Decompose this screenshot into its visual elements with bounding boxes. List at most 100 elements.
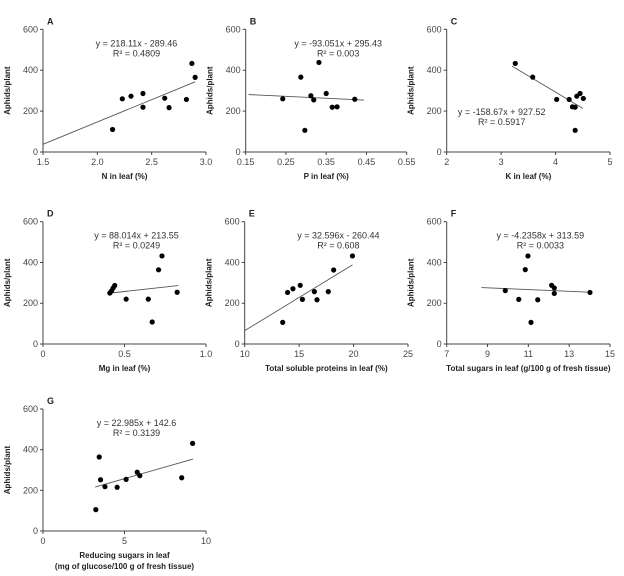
panel-g: 0 200 400 600 0 5 10 G Aphids/plant Reducing suga… xyxy=(3,396,211,571)
data-point xyxy=(572,127,578,133)
data-point xyxy=(323,90,329,97)
y-tick-label: 200 xyxy=(23,485,38,495)
data-point xyxy=(159,253,165,259)
panel-letter: G xyxy=(47,396,54,406)
y-tick-label: 400 xyxy=(226,65,241,75)
y-tick-label: 400 xyxy=(427,65,442,75)
trend-line xyxy=(42,81,196,145)
y-axis-label: Aphids/plant xyxy=(3,258,12,307)
data-point xyxy=(299,296,305,302)
data-point xyxy=(512,60,518,67)
y-tick-label: 200 xyxy=(226,106,241,116)
data-point xyxy=(137,473,143,479)
y-tick-label: 0 xyxy=(33,147,38,157)
x-tick-label: 15 xyxy=(294,349,304,359)
data-point xyxy=(302,127,308,133)
x-tick-label: 15 xyxy=(605,349,615,359)
panel-letter: A xyxy=(47,16,54,26)
data-point xyxy=(297,282,303,288)
panel-letter: C xyxy=(451,16,458,26)
r-squared: R² = 0.608 xyxy=(317,241,359,251)
data-point xyxy=(174,289,180,295)
data-point xyxy=(93,507,99,513)
regression-equation: y = 32.596x - 260.44 xyxy=(297,231,379,241)
y-tick-label: 200 xyxy=(225,298,240,308)
y-axis-label: Aphids/plant xyxy=(407,258,416,307)
x-axis-label: Mg in leaf (%) xyxy=(99,364,151,373)
x-axis-label: P in leaf (%) xyxy=(304,172,350,181)
data-point xyxy=(516,296,522,302)
data-point xyxy=(128,93,134,99)
regression-equation: y = 22.985x + 142.6 xyxy=(97,418,177,428)
x-tick-label: 0.15 xyxy=(237,157,255,167)
r-squared: R² = 0.3139 xyxy=(113,428,160,438)
data-point xyxy=(280,96,286,102)
regression-equation: y = -4.2358x + 313.59 xyxy=(497,231,585,241)
data-point xyxy=(140,90,146,97)
data-point xyxy=(166,105,172,111)
data-point xyxy=(179,475,185,481)
data-point xyxy=(331,267,337,273)
data-point xyxy=(587,289,593,296)
data-point xyxy=(572,104,578,110)
y-axis-label: Aphids/plant xyxy=(3,445,12,494)
x-tick-label: 7 xyxy=(444,349,449,359)
y-axis-label: Aphids/plant xyxy=(205,258,214,307)
data-point xyxy=(577,90,583,97)
panel-d: 0 200 400 600 0 0.5 1.0 D Aphids/plant Mg in leaf… xyxy=(3,209,212,373)
x-tick-label: 2.0 xyxy=(91,157,104,167)
data-point xyxy=(102,484,108,490)
y-tick-label: 200 xyxy=(23,298,38,308)
x-tick-label: 5 xyxy=(607,157,612,167)
data-point xyxy=(112,282,118,289)
y-tick-label: 0 xyxy=(33,339,38,349)
y-tick-label: 600 xyxy=(226,24,241,34)
x-tick-label: 13 xyxy=(564,349,574,359)
data-point xyxy=(190,440,196,446)
x-tick-label: 10 xyxy=(240,349,250,359)
x-tick-label: 3 xyxy=(499,157,504,167)
r-squared: R² = 0.0033 xyxy=(517,241,564,251)
x-tick-label: 9 xyxy=(485,349,490,359)
y-tick-label: 0 xyxy=(236,147,241,157)
x-tick-label: 0.5 xyxy=(118,349,131,359)
data-point xyxy=(535,297,541,303)
y-tick-label: 400 xyxy=(23,445,38,455)
x-tick-label: 0.45 xyxy=(358,157,376,167)
regression-equation: y = -158.67x + 927.52 xyxy=(458,107,546,117)
y-tick-label: 200 xyxy=(427,106,442,116)
x-axis-label: Reducing sugars in leaf xyxy=(79,551,170,560)
x-tick-label: 4 xyxy=(553,157,558,167)
data-point xyxy=(551,290,557,297)
x-tick-label: 0.35 xyxy=(317,157,335,167)
x-axis-label: Total sugars in leaf (g/100 g of fresh t… xyxy=(446,364,611,373)
data-point xyxy=(325,289,331,295)
y-tick-label: 0 xyxy=(437,339,442,349)
trend-line xyxy=(109,285,179,294)
y-tick-label: 600 xyxy=(225,217,240,227)
x-tick-label: 1.0 xyxy=(200,349,213,359)
x-tick-label: 2 xyxy=(444,157,449,167)
data-point xyxy=(192,74,198,80)
trend-line xyxy=(481,287,590,293)
panel-letter: F xyxy=(451,209,457,219)
y-tick-label: 600 xyxy=(427,24,442,34)
data-point xyxy=(554,96,560,103)
y-tick-label: 400 xyxy=(225,257,240,267)
panel-a: 0 200 400 600 1.5 2.0 2.5 3.0 A Aphids/plant N in … xyxy=(3,16,212,181)
data-point xyxy=(580,95,586,102)
panel-letter: E xyxy=(249,209,255,219)
panel-c: 0 200 400 600 2 3 4 5 C Aphids/plant K in leaf (%)… xyxy=(407,16,613,181)
y-tick-label: 600 xyxy=(23,217,38,227)
data-point xyxy=(525,253,531,259)
r-squared: R² = 0.003 xyxy=(317,48,359,58)
trend-line xyxy=(511,65,584,109)
data-point xyxy=(284,289,291,296)
x-tick-label: 0.55 xyxy=(398,157,416,167)
trend-line xyxy=(95,458,194,488)
data-point xyxy=(149,319,155,325)
panel-b: 0 200 400 600 0.15 0.25 0.35 0.45 0.55 B Aphids/pl… xyxy=(206,16,416,181)
y-tick-label: 600 xyxy=(427,217,442,227)
x-axis-label: K in leaf (%) xyxy=(505,172,551,181)
